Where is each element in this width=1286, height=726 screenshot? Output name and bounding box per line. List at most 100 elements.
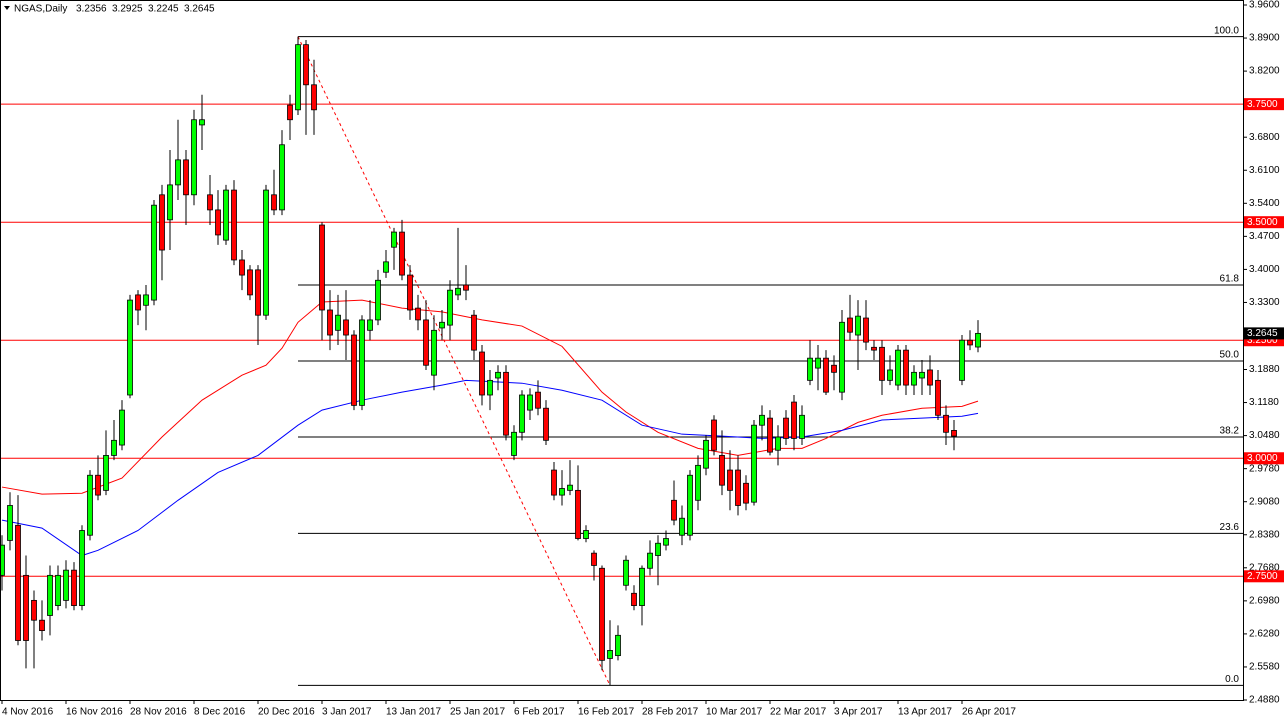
x-tick-label: 25 Jan 2017 bbox=[450, 707, 505, 718]
candle-body bbox=[439, 321, 445, 329]
candle-body bbox=[455, 287, 461, 296]
y-tick-label: 3.6800 bbox=[1249, 132, 1280, 143]
y-tick-label: 2.7680 bbox=[1249, 562, 1280, 573]
candle-body bbox=[359, 319, 365, 406]
level-label-box bbox=[1244, 452, 1284, 465]
level-label: 2.7500 bbox=[1247, 571, 1278, 582]
candle-body bbox=[247, 269, 253, 296]
candle-body bbox=[71, 569, 77, 606]
candle-body bbox=[903, 349, 909, 386]
candle-body bbox=[215, 209, 221, 236]
moving-average bbox=[1, 379, 979, 557]
candle-body bbox=[839, 321, 845, 393]
y-tick-label: 2.6280 bbox=[1249, 629, 1280, 640]
candle-body bbox=[199, 119, 205, 126]
level-label: 3.2500 bbox=[1247, 335, 1278, 346]
candle-body bbox=[319, 224, 325, 311]
candle-body bbox=[503, 371, 509, 436]
candle-body bbox=[535, 391, 541, 409]
y-tick-label: 3.1180 bbox=[1249, 397, 1279, 408]
y-tick-label: 3.0480 bbox=[1249, 430, 1280, 441]
candle-body bbox=[103, 455, 109, 491]
candle-body bbox=[575, 489, 581, 539]
candle-body bbox=[783, 417, 789, 439]
candle-body bbox=[63, 569, 69, 601]
y-tick-label: 3.8900 bbox=[1249, 33, 1280, 44]
y-tick-label: 3.6100 bbox=[1249, 165, 1280, 176]
y-tick-label: 2.6980 bbox=[1249, 595, 1280, 606]
y-tick-label: 2.9780 bbox=[1249, 463, 1280, 474]
y-tick-label: 3.1880 bbox=[1249, 364, 1280, 375]
candle-body bbox=[567, 484, 573, 491]
x-tick-label: 10 Mar 2017 bbox=[706, 707, 763, 718]
candle-body bbox=[719, 455, 725, 486]
candle-body bbox=[687, 474, 693, 536]
candle-body bbox=[183, 159, 189, 196]
x-tick-label: 4 Nov 2016 bbox=[2, 707, 54, 718]
chart-title: NGAS,Daily bbox=[14, 4, 67, 15]
candle-body bbox=[495, 371, 501, 379]
candle-body bbox=[767, 417, 773, 453]
candle-body bbox=[367, 319, 373, 331]
candle-body bbox=[343, 319, 349, 336]
candle-body bbox=[559, 488, 565, 496]
y-tick-label: 3.5400 bbox=[1249, 198, 1280, 209]
ohlc-close: 3.2645 bbox=[184, 4, 215, 15]
y-tick-label: 2.4880 bbox=[1249, 695, 1280, 706]
candle-body bbox=[167, 184, 173, 221]
candle-body bbox=[671, 499, 677, 521]
fib-label: 0.0 bbox=[1225, 674, 1239, 685]
candle-body bbox=[279, 144, 285, 211]
candle-body bbox=[623, 559, 629, 586]
candle-body bbox=[519, 394, 525, 433]
x-tick-label: 3 Apr 2017 bbox=[834, 707, 883, 718]
candle-body bbox=[391, 231, 397, 248]
candle-body bbox=[663, 538, 669, 546]
candle-body bbox=[95, 474, 101, 496]
candle-body bbox=[15, 524, 21, 641]
x-tick-label: 16 Feb 2017 bbox=[578, 707, 635, 718]
candle-body bbox=[471, 314, 477, 351]
level-label-box bbox=[1244, 570, 1284, 583]
candle-body bbox=[591, 552, 597, 566]
candle-body bbox=[143, 294, 149, 306]
candle-body bbox=[191, 119, 197, 196]
candle-body bbox=[399, 231, 405, 276]
candle-body bbox=[639, 567, 645, 606]
candle-body bbox=[159, 194, 165, 251]
candle-body bbox=[111, 439, 117, 456]
candle-body bbox=[271, 194, 277, 211]
candle-body bbox=[695, 464, 701, 501]
candle-body bbox=[23, 574, 29, 641]
y-tick-label: 2.9080 bbox=[1249, 496, 1280, 507]
candle-body bbox=[735, 469, 741, 506]
candle-body bbox=[479, 351, 485, 396]
candle-body bbox=[807, 357, 813, 381]
candle-body bbox=[47, 574, 53, 616]
y-tick-label: 3.9600 bbox=[1249, 0, 1280, 11]
candle-body bbox=[703, 439, 709, 469]
candle-body bbox=[927, 369, 933, 386]
y-tick-label: 3.4700 bbox=[1249, 231, 1280, 242]
candle-body bbox=[463, 284, 469, 291]
candle-body bbox=[423, 319, 429, 366]
x-tick-label: 13 Jan 2017 bbox=[386, 707, 441, 718]
x-tick-label: 22 Mar 2017 bbox=[770, 707, 827, 718]
candle-body bbox=[791, 401, 797, 439]
candle-body bbox=[135, 294, 141, 311]
candle-body bbox=[959, 339, 965, 381]
candle-body bbox=[599, 567, 605, 661]
candle-body bbox=[863, 317, 869, 343]
candle-body bbox=[607, 650, 613, 659]
candle-body bbox=[383, 261, 389, 273]
candle-body bbox=[967, 339, 973, 346]
candle-body bbox=[847, 317, 853, 333]
candle-body bbox=[799, 414, 805, 439]
moving-average bbox=[1, 299, 979, 495]
level-label: 3.5000 bbox=[1247, 217, 1278, 228]
y-tick-label: 3.3300 bbox=[1249, 297, 1280, 308]
candle-body bbox=[351, 334, 357, 406]
candle-body bbox=[263, 189, 269, 316]
x-tick-label: 13 Apr 2017 bbox=[898, 707, 952, 718]
